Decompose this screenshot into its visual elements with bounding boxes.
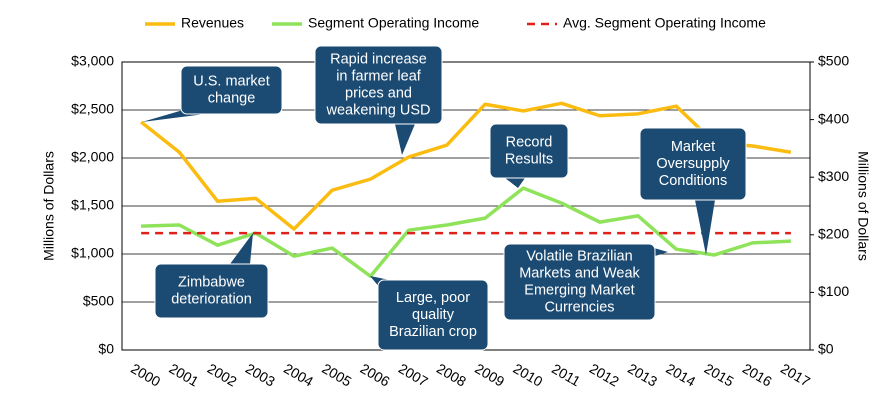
x-tick-label: 2004 — [281, 360, 316, 390]
y-tick-label: $0 — [98, 341, 114, 357]
y-axis-label: Millions of Dollars — [41, 151, 57, 261]
y2-tick-label: $400 — [818, 110, 849, 126]
callout-box — [314, 45, 443, 125]
x-tick-label: 2010 — [510, 360, 545, 390]
callout-text: Market — [671, 139, 715, 155]
callout-box — [489, 123, 569, 179]
x-tick-label: 2007 — [396, 360, 431, 390]
y2-tick-label: $500 — [818, 53, 849, 69]
x-tick-label: 2000 — [128, 360, 163, 390]
callout-box — [180, 65, 283, 115]
callout-text: Currencies — [544, 299, 614, 315]
x-tick-label: 2012 — [587, 360, 622, 390]
y2-tick-label: $100 — [818, 283, 849, 299]
x-tick-label: 2001 — [166, 360, 201, 390]
x-tick-label: 2008 — [434, 360, 469, 390]
callout-box — [639, 127, 747, 201]
callout-text: weakening USD — [326, 102, 431, 118]
callout-pointer — [695, 200, 715, 255]
callout-box — [377, 279, 489, 351]
callout-box — [503, 243, 656, 321]
legend-label: Segment Operating Income — [308, 15, 479, 31]
x-tick-label: 2009 — [472, 360, 507, 390]
x-tick-label: 2011 — [549, 360, 583, 389]
callout-text: Emerging Market — [524, 282, 634, 298]
callout-box — [154, 263, 269, 319]
x-tick-label: 2002 — [205, 360, 240, 390]
callout-pointer — [230, 233, 253, 264]
callout-text: prices and — [345, 85, 412, 101]
callout-text: Large, poor — [396, 290, 470, 306]
y2-axis-label: Millions of Dollars — [855, 151, 871, 261]
y-tick-label: $2,500 — [71, 101, 114, 117]
callout-pointer — [395, 124, 415, 155]
callout-text: in farmer leaf — [336, 68, 422, 84]
callout-text: Conditions — [659, 173, 728, 189]
callout-text: change — [208, 90, 256, 106]
callout-text: Oversupply — [656, 156, 730, 172]
y2-tick-label: $0 — [818, 341, 834, 357]
legend-label: Avg. Segment Operating Income — [563, 15, 766, 31]
y-tick-label: $3,000 — [71, 53, 114, 69]
x-tick-label: 2016 — [740, 360, 775, 390]
y2-tick-label: $200 — [818, 226, 849, 242]
x-tick-label: 2005 — [319, 360, 354, 390]
x-tick-label: 2014 — [663, 360, 698, 390]
callout-pointer — [505, 178, 525, 188]
x-tick-label: 2006 — [358, 360, 393, 390]
callout-text: Volatile Brazilian — [526, 248, 632, 264]
y2-tick-label: $300 — [818, 168, 849, 184]
callout-text: Brazilian crop — [389, 324, 477, 340]
callout-text: Results — [505, 151, 553, 167]
x-tick-label: 2015 — [702, 360, 737, 390]
callout-text: deterioration — [171, 291, 252, 307]
y-tick-label: $1,500 — [71, 197, 114, 213]
y-tick-label: $1,000 — [71, 245, 114, 261]
series-line — [140, 101, 792, 231]
callout-text: Rapid increase — [330, 51, 427, 67]
callout-text: Zimbabwe — [178, 274, 245, 290]
y-tick-label: $2,000 — [71, 149, 114, 165]
callout-text: quality — [412, 307, 455, 323]
x-tick-label: 2017 — [778, 360, 813, 390]
callout-text: Record — [506, 134, 553, 150]
y-tick-label: $500 — [83, 293, 114, 309]
callout-text: Markets and Weak — [519, 265, 640, 281]
legend-label: Revenues — [181, 15, 244, 31]
x-tick-label: 2013 — [625, 360, 660, 390]
series-line — [141, 186, 791, 279]
callout-text: U.S. market — [193, 73, 270, 89]
x-tick-label: 2003 — [243, 360, 278, 390]
